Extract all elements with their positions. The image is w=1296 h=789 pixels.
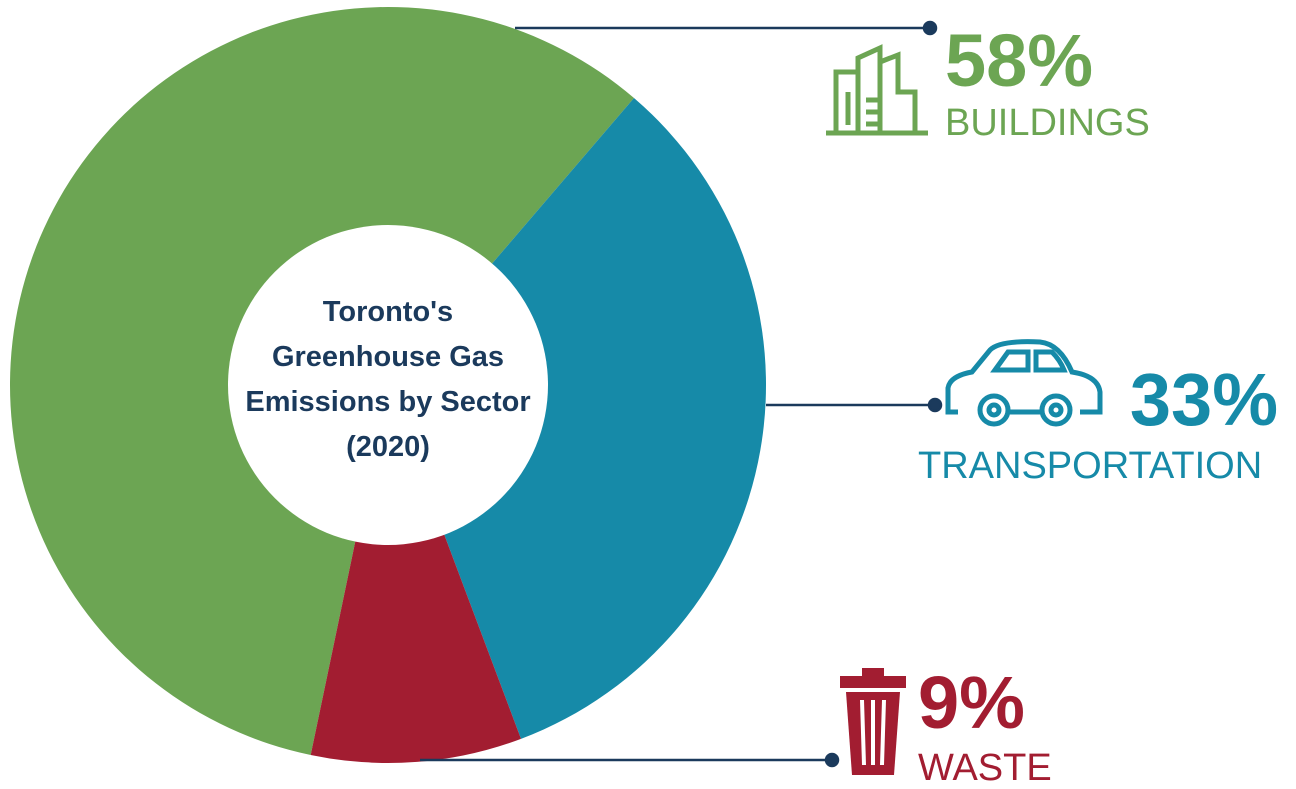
leader-dot [927, 397, 943, 413]
buildings-icon [826, 44, 928, 136]
category-label: TRANSPORTATION [918, 445, 1262, 487]
donut-segment [310, 532, 521, 763]
donut-hole [228, 225, 548, 545]
value-label: 33% [1130, 358, 1278, 441]
chart-title: Toronto's Greenhouse Gas Emissions by Se… [245, 296, 531, 463]
trash-icon [840, 668, 906, 775]
leader-dot [824, 752, 840, 768]
donut [10, 7, 766, 763]
leaders [420, 20, 943, 768]
car-icon [945, 339, 1103, 427]
leader-dot [922, 20, 938, 36]
value-label: 9% [918, 661, 1025, 744]
value-label: 58% [945, 19, 1093, 102]
category-label: BUILDINGS [945, 102, 1150, 144]
donut-segment [10, 7, 634, 756]
labels: 58%BUILDINGS 33%TRANSPORTATION 9%WASTE [918, 19, 1278, 789]
donut-segment [443, 97, 766, 739]
category-label: WASTE [918, 747, 1052, 789]
